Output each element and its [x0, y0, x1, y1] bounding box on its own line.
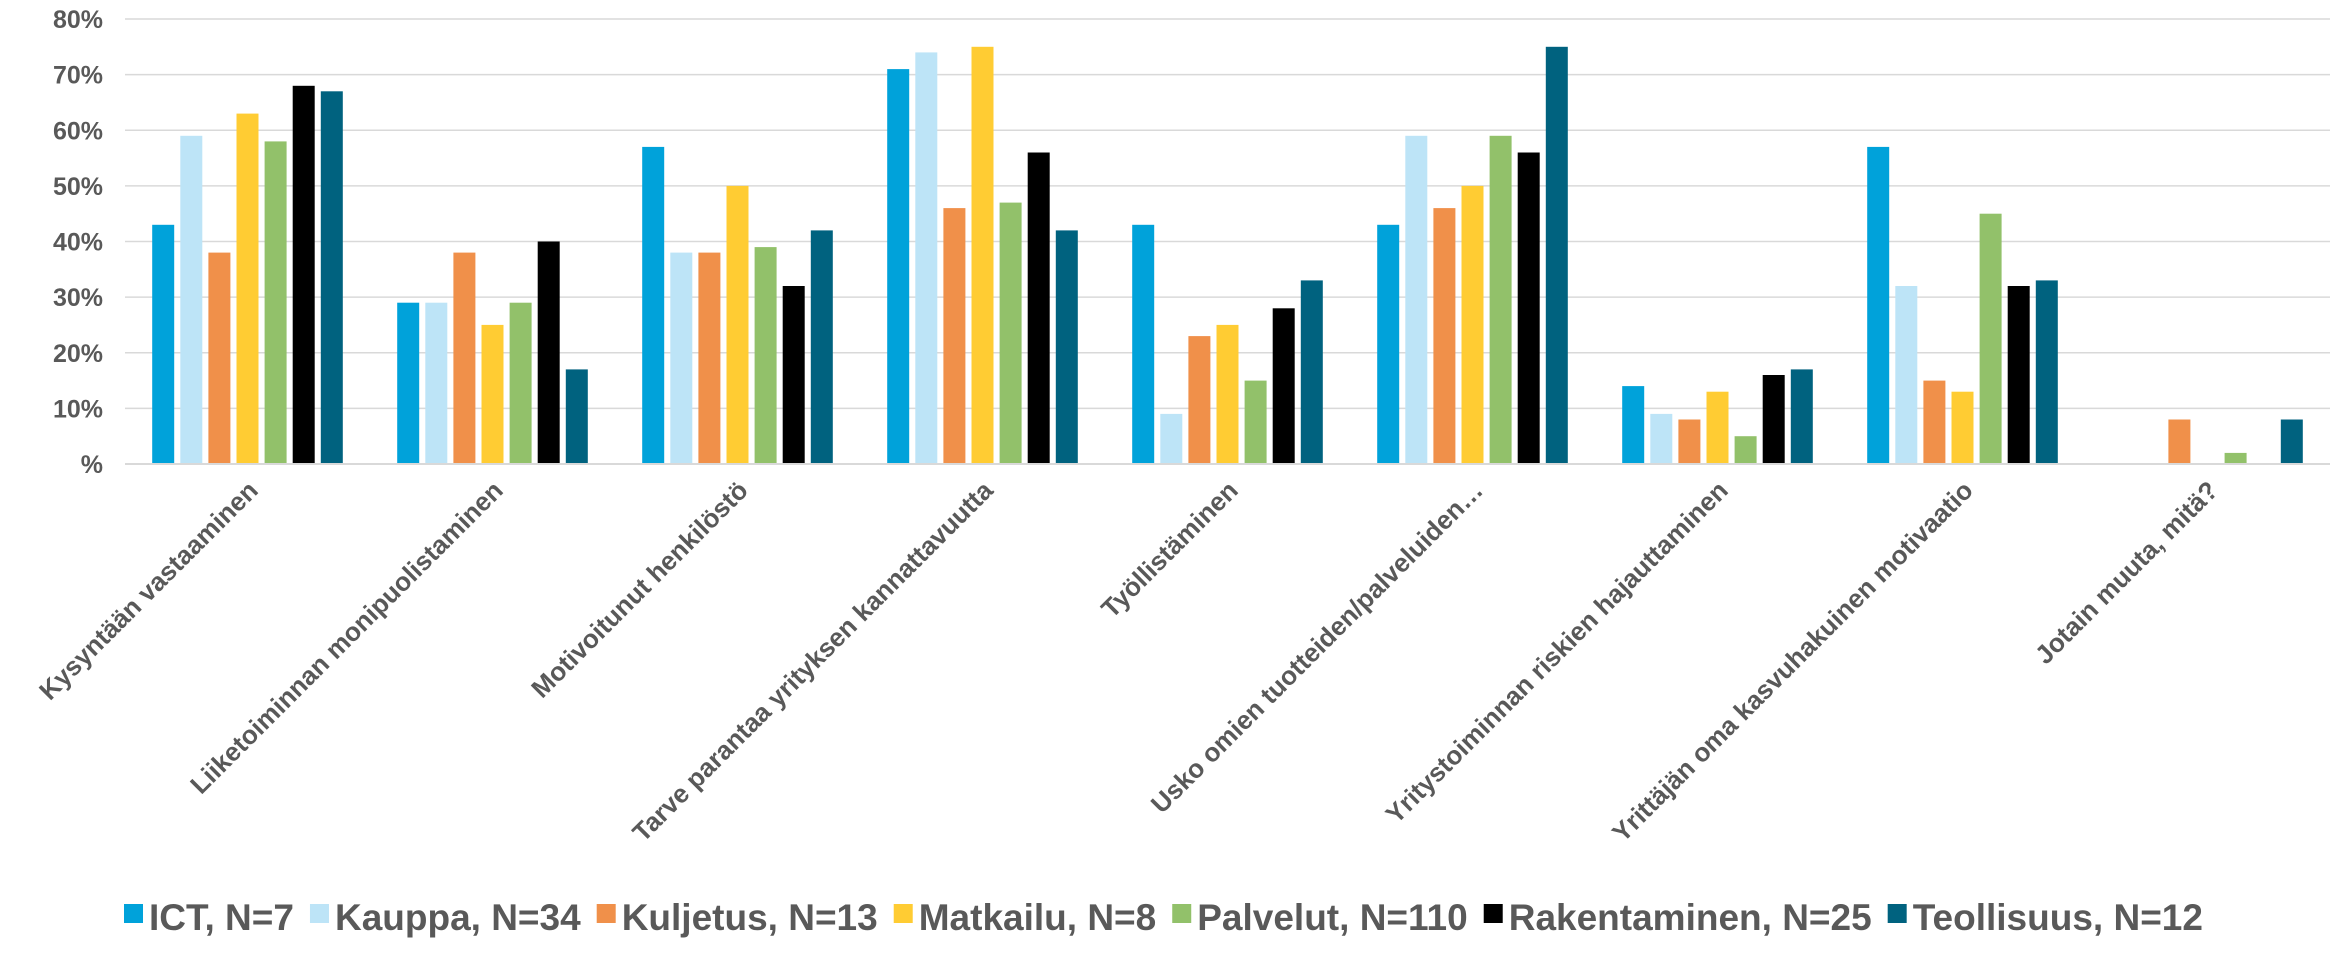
bar — [264, 141, 287, 464]
bar — [1461, 185, 1484, 464]
bar — [1867, 146, 1890, 464]
bar — [887, 69, 910, 464]
bar — [943, 208, 966, 464]
bar — [2168, 419, 2191, 464]
legend-label: Palvelut, N=110 — [1197, 897, 1467, 938]
legend-swatch — [309, 904, 329, 923]
bar — [726, 185, 749, 464]
bar — [180, 135, 203, 465]
y-tick-label: 20% — [53, 340, 103, 368]
bar — [1979, 213, 2002, 464]
legend-item: Kuljetus, N=13 — [596, 897, 878, 938]
y-tick-label: 50% — [53, 173, 103, 201]
bar — [152, 224, 175, 464]
legend-swatch — [1887, 904, 1907, 923]
bar — [1734, 436, 1757, 464]
bar — [782, 286, 805, 464]
bar — [1433, 208, 1456, 464]
legend-swatch — [596, 904, 616, 923]
legend-item: Palvelut, N=110 — [1172, 897, 1468, 938]
bar — [2035, 280, 2058, 464]
bar — [1188, 336, 1211, 464]
bar — [481, 324, 504, 464]
bar — [1132, 224, 1155, 464]
bar — [1895, 286, 1918, 464]
bar — [1216, 324, 1239, 464]
bar — [1545, 46, 1568, 465]
legend-swatch — [893, 904, 913, 923]
y-tick-label: 60% — [53, 117, 103, 145]
legend-label: Kauppa, N=34 — [335, 897, 581, 938]
x-category-label: Työllistäminen — [1095, 475, 1244, 624]
bar — [1706, 391, 1729, 464]
legend-label: Teollisuus, N=12 — [1913, 897, 2203, 938]
legend-label: Matkailu, N=8 — [919, 897, 1157, 938]
bar — [2224, 452, 2247, 464]
bar — [1055, 230, 1078, 464]
bar — [397, 302, 420, 464]
bar — [425, 302, 448, 464]
bar — [642, 146, 665, 464]
legend: ICT, N=7 Kauppa, N=34 Kuljetus, N=13 Matkai… — [124, 897, 2203, 938]
bar — [1300, 280, 1323, 464]
legend-swatch — [124, 904, 143, 923]
y-tick-label: 10% — [53, 395, 103, 423]
bar — [1517, 152, 1540, 464]
legend-label: Kuljetus, N=13 — [622, 897, 878, 938]
bar — [2007, 286, 2030, 464]
legend-item: Matkailu, N=8 — [893, 897, 1157, 938]
bar — [1622, 386, 1645, 464]
bar — [698, 252, 721, 464]
x-category-label: Motivoitunut henkilöstö — [525, 475, 754, 704]
y-tick-label: 70% — [53, 62, 103, 90]
bar — [1923, 380, 1946, 464]
bar — [1405, 135, 1428, 465]
bar — [810, 230, 833, 464]
bar — [292, 85, 315, 465]
legend-swatch — [1172, 904, 1192, 923]
bar — [2280, 419, 2303, 464]
bar — [1272, 308, 1295, 465]
bar — [1678, 419, 1701, 464]
bar — [320, 91, 343, 465]
bar — [208, 252, 231, 464]
bar — [754, 247, 777, 464]
legend-item: ICT, N=7 — [124, 897, 294, 938]
bar — [1762, 375, 1785, 464]
legend-item: Teollisuus, N=12 — [1887, 897, 2203, 938]
bar — [1377, 224, 1400, 464]
bar — [1489, 135, 1512, 465]
bar — [1790, 369, 1813, 464]
bar — [453, 252, 476, 464]
bar — [1027, 152, 1050, 464]
legend-label: ICT, N=7 — [149, 897, 294, 938]
bar — [1650, 413, 1673, 464]
bar — [236, 113, 259, 464]
bar — [509, 302, 532, 464]
x-category-label: Jotain muuta, mitä? — [2029, 475, 2224, 670]
y-tick-label: % — [81, 451, 103, 479]
bars — [152, 46, 2303, 465]
bar — [1951, 391, 1974, 464]
x-category-label: Kysyntään vastaaminen — [33, 475, 264, 706]
y-tick-label: 80% — [53, 6, 103, 34]
bar — [537, 241, 560, 464]
legend-swatch — [1483, 904, 1503, 923]
bar — [971, 46, 994, 465]
bar — [670, 252, 693, 464]
bar — [1160, 413, 1183, 464]
y-axis-tick-labels: % 10% 20% 30% 40% 50% 60% 70% 80% — [53, 6, 103, 479]
legend-item: Kauppa, N=34 — [309, 897, 581, 938]
bar — [915, 52, 938, 465]
bar — [999, 202, 1022, 464]
y-tick-label: 30% — [53, 284, 103, 312]
legend-item: Rakentaminen, N=25 — [1483, 897, 1872, 938]
bar — [1244, 380, 1267, 464]
y-tick-label: 40% — [53, 229, 103, 257]
legend-label: Rakentaminen, N=25 — [1509, 897, 1872, 938]
bar — [565, 369, 588, 464]
